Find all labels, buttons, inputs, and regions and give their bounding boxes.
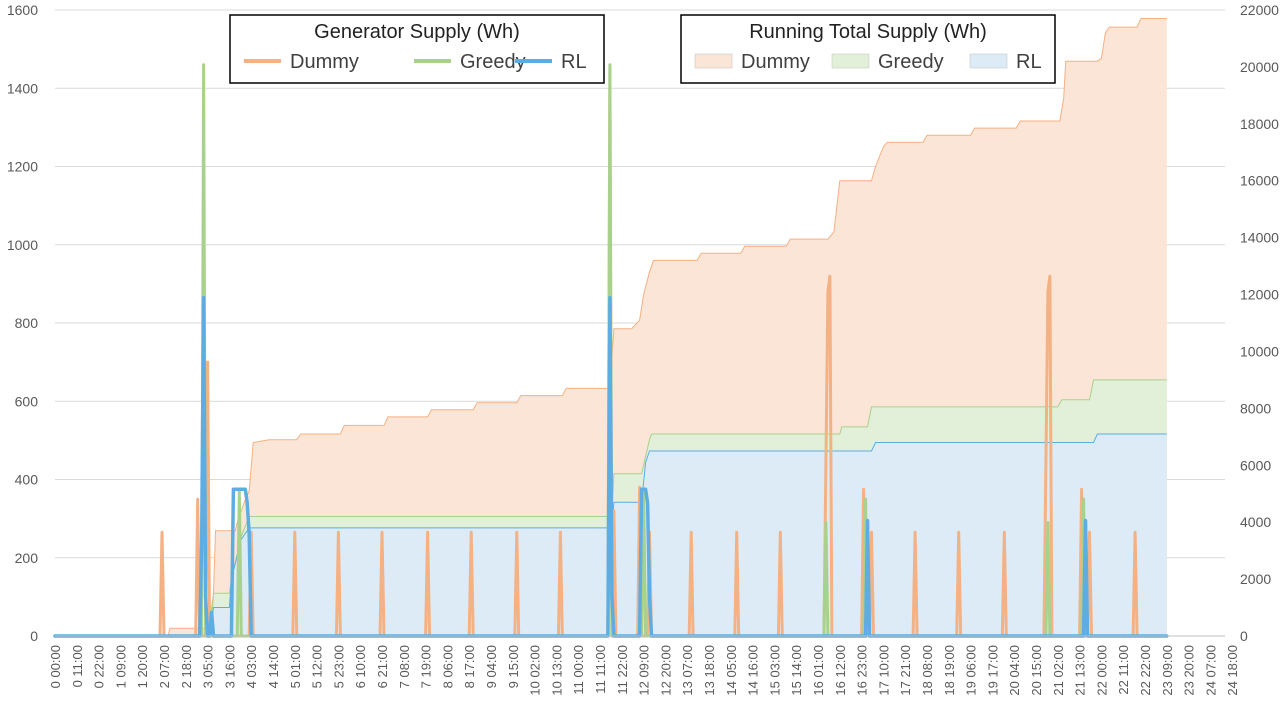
- x-tick-label: 19 06:00: [964, 645, 979, 696]
- x-tick-label: 19 17:00: [985, 645, 1000, 696]
- y-right-tick-label: 16000: [1240, 173, 1279, 189]
- x-tick-label: 8 17:00: [462, 645, 477, 688]
- x-tick-label: 9 15:00: [506, 645, 521, 688]
- y-right-tick-label: 14000: [1240, 230, 1279, 246]
- x-tick-label: 10 13:00: [549, 645, 564, 696]
- x-tick-label: 5 23:00: [331, 645, 346, 688]
- x-tick-label: 14 05:00: [724, 645, 739, 696]
- x-tick-label: 12 20:00: [658, 645, 673, 696]
- y-left-tick-label: 400: [15, 472, 39, 488]
- y-right-tick-label: 2000: [1240, 571, 1271, 587]
- legend-generator-supply: Generator Supply (Wh) Dummy Greedy RL: [229, 14, 605, 84]
- legend-box: [229, 14, 605, 84]
- x-tick-label: 24 07:00: [1203, 645, 1218, 696]
- x-tick-label: 11 22:00: [615, 645, 630, 695]
- legend-entry-label: RL: [1016, 51, 1042, 73]
- axes: 0200400600800100012001400160002000400060…: [7, 2, 1279, 696]
- y-left-tick-label: 1000: [7, 237, 38, 253]
- x-tick-label: 15 03:00: [767, 645, 782, 696]
- legend-title: Generator Supply (Wh): [314, 21, 520, 43]
- x-tick-label: 5 01:00: [288, 645, 303, 688]
- legend-swatch: [831, 53, 870, 69]
- legend-running-total: Running Total Supply (Wh) Dummy Greedy RL: [680, 14, 1056, 84]
- x-tick-label: 21 13:00: [1073, 645, 1088, 696]
- legend-box: [680, 14, 1056, 84]
- x-tick-label: 2 18:00: [179, 645, 194, 688]
- x-tick-label: 3 16:00: [222, 645, 237, 688]
- x-tick-label: 1 20:00: [135, 645, 150, 688]
- x-tick-label: 8 06:00: [440, 645, 455, 688]
- y-left-tick-label: 1600: [7, 2, 38, 18]
- area-outline-greedy: [55, 379, 1167, 637]
- area-outline-rl: [55, 433, 1167, 637]
- x-tick-label: 22 22:00: [1138, 645, 1153, 696]
- legend-entry-label: Greedy: [460, 51, 526, 73]
- y-right-tick-label: 6000: [1240, 457, 1271, 473]
- y-left-tick-label: 800: [15, 315, 39, 331]
- y-right-tick-label: 4000: [1240, 514, 1271, 530]
- x-tick-label: 16 23:00: [855, 645, 870, 696]
- x-tick-label: 22 00:00: [1094, 645, 1109, 696]
- y-right-tick-label: 12000: [1240, 287, 1279, 303]
- legend-swatch: [969, 53, 1008, 69]
- x-tick-label: 13 07:00: [680, 645, 695, 696]
- x-tick-label: 0 11:00: [70, 645, 85, 687]
- legends: Generator Supply (Wh)Dummy Greedy RLRunnin…: [229, 14, 1056, 84]
- x-tick-label: 7 19:00: [419, 645, 434, 688]
- y-left-tick-label: 0: [30, 628, 38, 644]
- x-tick-label: 9 04:00: [484, 645, 499, 688]
- x-tick-label: 7 08:00: [397, 645, 412, 688]
- x-tick-label: 10 02:00: [528, 645, 543, 696]
- legend-swatch: [694, 53, 733, 69]
- x-tick-label: 4 14:00: [266, 645, 281, 688]
- x-tick-label: 20 15:00: [1029, 645, 1044, 696]
- x-tick-label: 11 11:00: [593, 645, 608, 694]
- x-tick-label: 3 05:00: [201, 645, 216, 688]
- y-right-tick-label: 8000: [1240, 400, 1271, 416]
- y-right-tick-label: 10000: [1240, 343, 1279, 359]
- x-tick-label: 23 09:00: [1160, 645, 1175, 696]
- x-tick-label: 6 21:00: [375, 645, 390, 688]
- x-tick-label: 17 21:00: [898, 645, 913, 696]
- x-tick-label: 23 20:00: [1182, 645, 1197, 696]
- x-tick-label: 22 11:00: [1116, 645, 1131, 695]
- y-right-tick-label: 0: [1240, 628, 1248, 644]
- x-tick-label: 0 00:00: [48, 645, 63, 688]
- y-left-tick-label: 200: [15, 550, 39, 566]
- legend-entry-label: Greedy: [878, 51, 944, 73]
- y-right-tick-label: 18000: [1240, 116, 1279, 132]
- x-tick-label: 14 16:00: [746, 645, 761, 696]
- x-tick-label: 20 04:00: [1007, 645, 1022, 696]
- x-tick-label: 21 02:00: [1051, 645, 1066, 696]
- x-tick-label: 15 14:00: [789, 645, 804, 696]
- legend-title: Running Total Supply (Wh): [749, 21, 987, 43]
- x-tick-label: 4 03:00: [244, 645, 259, 688]
- legend-entry-label: RL: [561, 51, 587, 73]
- legend-entry-label: Dummy: [290, 51, 359, 73]
- x-tick-label: 0 22:00: [92, 645, 107, 688]
- x-tick-label: 24 18:00: [1225, 645, 1240, 696]
- legend-entry-label: Dummy: [741, 51, 810, 73]
- y-right-tick-label: 22000: [1240, 2, 1279, 18]
- x-tick-label: 16 12:00: [833, 645, 848, 696]
- x-tick-label: 11 00:00: [571, 645, 586, 695]
- x-tick-label: 5 12:00: [310, 645, 325, 688]
- x-tick-label: 18 08:00: [920, 645, 935, 696]
- x-tick-label: 13 18:00: [702, 645, 717, 696]
- x-tick-label: 6 10:00: [353, 645, 368, 688]
- x-tick-label: 18 19:00: [942, 645, 957, 696]
- x-tick-label: 2 07:00: [157, 645, 172, 688]
- y-left-tick-label: 600: [15, 393, 39, 409]
- x-tick-label: 1 09:00: [113, 645, 128, 688]
- y-left-tick-label: 1200: [7, 159, 38, 175]
- y-right-tick-label: 20000: [1240, 59, 1279, 75]
- y-left-tick-label: 1400: [7, 80, 38, 96]
- x-tick-label: 17 10:00: [876, 645, 891, 696]
- x-tick-label: 16 01:00: [811, 645, 826, 696]
- x-tick-label: 12 09:00: [637, 645, 652, 696]
